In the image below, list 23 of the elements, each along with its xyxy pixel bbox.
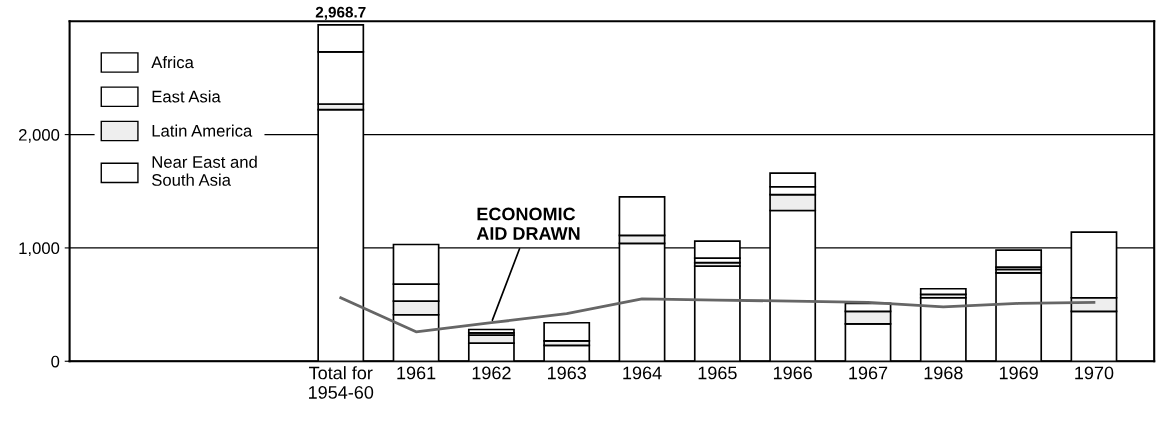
legend-label: Latin America	[152, 124, 253, 137]
y-tick-label: 0	[51, 355, 60, 368]
legend-label: Africa	[151, 56, 194, 69]
bar	[543, 321, 591, 342]
total-label: 2,968.7	[315, 6, 366, 20]
x-tick-label: 1970	[1075, 366, 1114, 380]
x-tick-label: Total for 1954-60	[309, 366, 374, 399]
annotation: ECONOMIC AID DRAWN	[476, 207, 580, 240]
legend-label: Near East and South Asia	[152, 155, 257, 186]
x-tick-label: 1969	[999, 366, 1038, 380]
bar	[919, 287, 967, 296]
x-tick-label: 1962	[472, 366, 511, 380]
x-tick-label: 1968	[924, 366, 963, 380]
x-tick-label: 1963	[548, 366, 586, 380]
y-tick-label: 2,000	[19, 128, 60, 143]
x-tick-label: 1961	[397, 366, 436, 380]
legend-label: East Asia	[152, 90, 221, 103]
x-tick-label: 1966	[773, 366, 812, 380]
x-tick-label: 1967	[849, 366, 888, 380]
x-tick-label: 1965	[698, 366, 737, 380]
y-tick-label: 1,000	[19, 242, 60, 257]
line-series	[339, 296, 1096, 334]
x-tick-label: 1964	[623, 366, 662, 380]
